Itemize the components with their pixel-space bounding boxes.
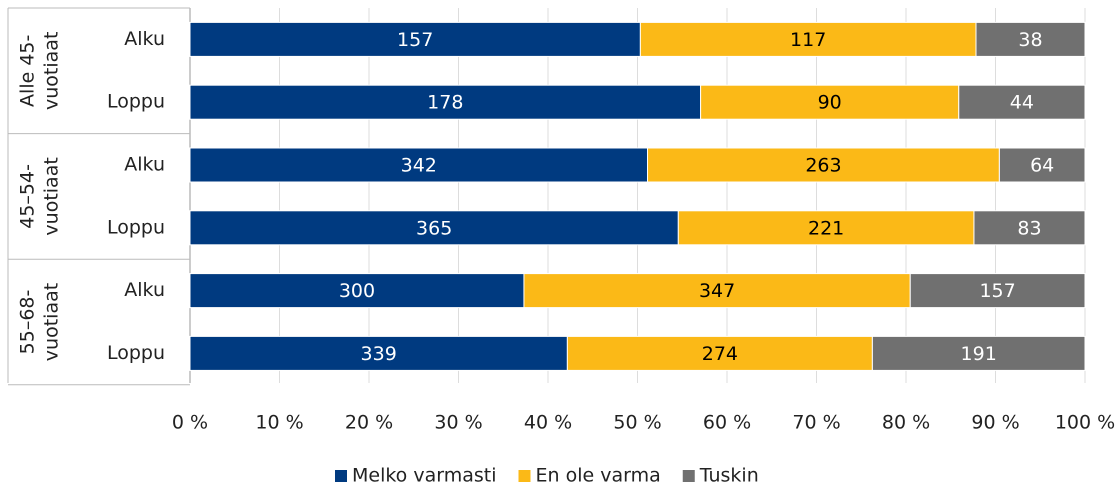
legend-label: En ole varma [536, 465, 661, 487]
x-tick-label: 100 % [1055, 412, 1115, 434]
bar-segment [677, 210, 975, 246]
y-tick-label: Loppu [107, 91, 165, 113]
data-label: 365 [416, 217, 452, 239]
data-label: 178 [427, 92, 463, 114]
group-label: 55–68- [17, 290, 39, 355]
legend-swatch [682, 470, 695, 482]
group-label: vuotiaat [41, 157, 63, 235]
bar-segment [523, 273, 911, 309]
group-label: 45–54- [17, 164, 39, 229]
bar-segment [189, 335, 568, 371]
x-tick-label: 10 % [255, 412, 303, 434]
data-label: 300 [339, 280, 375, 302]
y-tick-label: Loppu [107, 216, 165, 238]
legend-swatch [518, 470, 531, 482]
bar-segment [647, 147, 1000, 183]
bar-segment [909, 273, 1086, 309]
data-label: 157 [397, 29, 433, 51]
group-label: vuotiaat [41, 32, 63, 110]
data-label: 342 [401, 155, 437, 177]
x-tick-label: 30 % [434, 412, 482, 434]
data-label: 83 [1017, 217, 1041, 239]
data-label: 90 [818, 92, 842, 114]
x-tick-label: 50 % [613, 412, 661, 434]
data-label: 44 [1010, 92, 1034, 114]
bar-segment [189, 21, 641, 57]
bar-segment [998, 147, 1086, 183]
bar-segment [189, 147, 649, 183]
bar-segment [975, 21, 1086, 57]
bar-segment [189, 84, 702, 120]
y-tick-label: Alku [124, 279, 165, 301]
legend-label: Tuskin [699, 465, 759, 487]
data-label: 117 [790, 29, 826, 51]
data-label: 221 [808, 217, 844, 239]
bar-segment [958, 84, 1086, 120]
data-label: 38 [1018, 29, 1042, 51]
data-label: 157 [979, 280, 1015, 302]
x-tick-label: 0 % [172, 412, 208, 434]
y-tick-label: Alku [124, 28, 165, 50]
x-tick-label: 60 % [703, 412, 751, 434]
data-label: 347 [699, 280, 735, 302]
bar-segment [189, 210, 679, 246]
bar-segment [639, 21, 977, 57]
x-tick-label: 40 % [524, 412, 572, 434]
bar-segment [973, 210, 1086, 246]
bar-segment [700, 84, 960, 120]
x-tick-label: 90 % [971, 412, 1019, 434]
legend-swatch [335, 470, 347, 482]
data-label: 64 [1030, 155, 1054, 177]
y-tick-label: Alku [124, 154, 165, 176]
data-label: 274 [702, 343, 738, 365]
bar-segment [189, 273, 525, 309]
bar-segment [871, 335, 1086, 371]
data-label: 339 [361, 343, 397, 365]
x-tick-label: 80 % [882, 412, 930, 434]
group-label: vuotiaat [41, 283, 63, 361]
x-tick-label: 70 % [792, 412, 840, 434]
y-tick-label: Loppu [107, 342, 165, 364]
bar-segment [566, 335, 873, 371]
x-tick-label: 20 % [345, 412, 393, 434]
data-label: 263 [805, 155, 841, 177]
legend-label: Melko varmasti [352, 465, 497, 487]
data-label: 191 [961, 343, 997, 365]
group-label: Alle 45- [17, 35, 39, 107]
